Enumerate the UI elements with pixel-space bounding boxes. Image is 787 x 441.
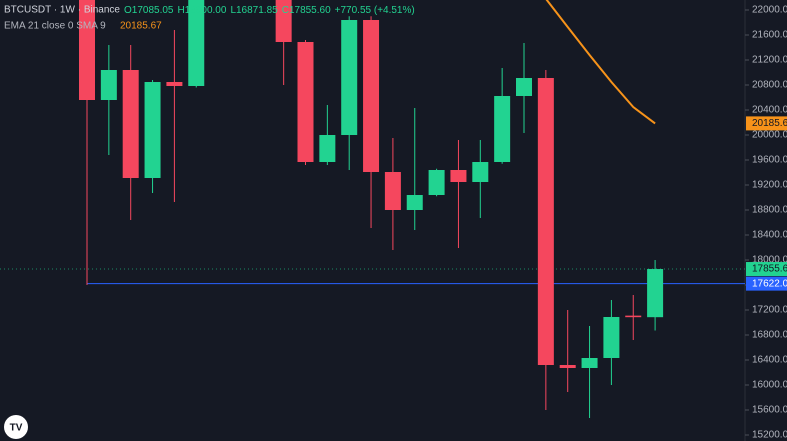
indicator-line xyxy=(545,0,656,125)
indicator-value: 20185.67 xyxy=(120,21,162,32)
logo: TV xyxy=(4,415,28,439)
candle-body xyxy=(341,20,358,135)
header: BTCUSDT · 1W · Binance EMA 21 close 0 SM… xyxy=(4,5,415,32)
ohlc-value: H18000.00 xyxy=(178,5,227,16)
ohlc-legend: O17085.05 H18000.00 L16871.85 C17855.60 +770… xyxy=(124,5,415,16)
chart-title: BTCUSDT · 1W · Binance xyxy=(4,5,120,16)
ohlc-value: C17855.60 xyxy=(282,5,331,16)
y-tick-label: 19600.00 xyxy=(752,155,787,166)
candle-body xyxy=(275,0,292,42)
logo-badge xyxy=(4,415,28,439)
candle-body xyxy=(122,70,139,178)
y-tick-label: 16400.00 xyxy=(752,355,787,366)
price-tag xyxy=(746,276,787,291)
y-tick-label: 16800.00 xyxy=(752,330,787,341)
candle-body xyxy=(516,78,532,96)
candle-body xyxy=(647,269,664,318)
y-tick-label: 19200.00 xyxy=(752,180,787,191)
candle-body xyxy=(406,195,423,210)
logo-text: TV xyxy=(10,423,23,434)
price-tag xyxy=(746,262,787,277)
candle-body xyxy=(559,365,576,368)
candle-body xyxy=(472,162,489,182)
candle-body xyxy=(384,172,401,210)
candle-body xyxy=(428,170,445,195)
candle-body xyxy=(166,82,183,86)
y-tick-label: 20800.00 xyxy=(752,80,787,91)
candle-body xyxy=(79,0,95,100)
indicator-label: EMA 21 close 0 SMA 9 xyxy=(4,21,106,32)
price-axis: 15200.00 15600.00 16000.00 16400.00 16800.00… xyxy=(745,5,787,441)
candle-body xyxy=(144,82,161,178)
candle-body xyxy=(537,78,554,365)
y-tick-label: 18000.00 xyxy=(752,255,787,266)
ohlc-value: +770.55 (+4.51%) xyxy=(335,5,415,16)
y-tick-label: 22000.00 xyxy=(752,5,787,16)
y-tick-label: 15600.00 xyxy=(752,405,787,416)
candle-body xyxy=(100,70,117,100)
ohlc-value: O17085.05 xyxy=(124,5,174,16)
indicator-price-tag xyxy=(746,116,787,131)
candle-body xyxy=(363,20,380,172)
y-tick-label: 20000.00 xyxy=(752,130,787,141)
y-tick-label: 16000.00 xyxy=(752,380,787,391)
candle-body xyxy=(494,96,511,162)
candle-body xyxy=(581,358,598,368)
candle-body xyxy=(188,0,205,86)
y-tick-label: 21200.00 xyxy=(752,55,787,66)
indicator-price-label: 20185.67 xyxy=(752,118,787,129)
price-tag-label: 17622.00 xyxy=(752,278,787,289)
y-tick-label: 20400.00 xyxy=(752,105,787,116)
y-tick-label: 18800.00 xyxy=(752,205,787,216)
price-tag-label: 17855.60 xyxy=(752,264,787,275)
y-tick-label: 21600.00 xyxy=(752,30,787,41)
candle-body xyxy=(450,170,467,182)
y-tick-label: 15200.00 xyxy=(752,430,787,441)
ohlc-value: L16871.85 xyxy=(230,5,278,16)
y-tick-label: 18400.00 xyxy=(752,230,787,241)
candle-body xyxy=(625,315,642,318)
plot-area xyxy=(0,0,745,418)
candle-body xyxy=(603,317,620,358)
candle-body xyxy=(319,135,336,162)
candle-body xyxy=(297,42,314,162)
y-tick-label: 17200.00 xyxy=(752,305,787,316)
